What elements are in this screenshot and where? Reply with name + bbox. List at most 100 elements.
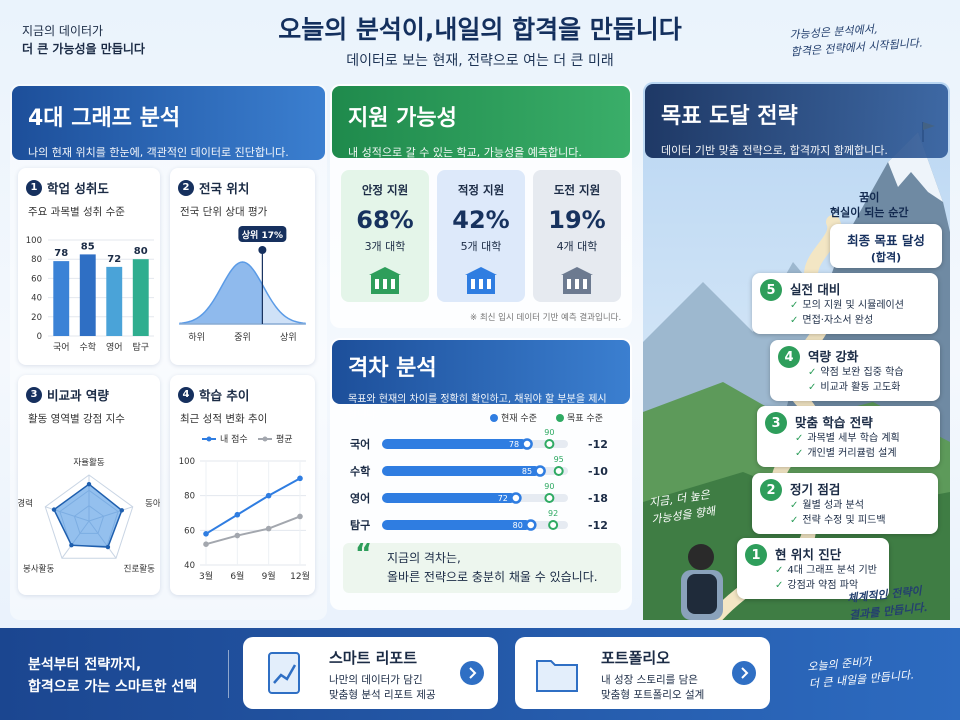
panel-subtitle: 전국 단위 상대 평가 bbox=[180, 206, 268, 218]
radar-label: 봉사활동 bbox=[23, 564, 54, 575]
step-item: 강점과 약점 파악 bbox=[775, 578, 881, 593]
section-title: 격차 분석 bbox=[348, 356, 437, 381]
y-tick-label: 100 bbox=[179, 457, 195, 467]
value-label: 85 bbox=[81, 241, 95, 252]
value-label: 78 bbox=[54, 248, 68, 259]
caption-line: 현실이 되는 순간 bbox=[830, 206, 909, 219]
admission-card: 도전 지원 19% 4개 대학 bbox=[533, 170, 621, 302]
slogan-line: 합격으로 가는 스마트한 선택 bbox=[28, 679, 198, 695]
target-point bbox=[544, 493, 555, 503]
gap-label: -12 bbox=[588, 519, 608, 532]
card-arrow[interactable] bbox=[732, 661, 756, 685]
value-label: 72 bbox=[107, 254, 121, 265]
current-point bbox=[510, 492, 522, 504]
bar bbox=[79, 254, 96, 336]
card-line: 나만의 데이터가 담긴 bbox=[329, 674, 423, 686]
card-arrow[interactable] bbox=[460, 661, 484, 685]
building-window bbox=[471, 279, 475, 289]
footer-divider bbox=[228, 650, 229, 698]
step-number: 1 bbox=[745, 544, 767, 566]
radar-chart: 자율활동동아리진로활동 봉사활동 수상경력 bbox=[18, 457, 160, 575]
series-point bbox=[297, 513, 303, 520]
card-count: 5개 대학 bbox=[460, 240, 502, 253]
current-label: 78 bbox=[509, 440, 519, 449]
legend-swatch bbox=[556, 414, 564, 422]
quote-line: 지금의 격차는, bbox=[387, 551, 461, 565]
building-window bbox=[375, 279, 379, 289]
panel-title-text: 학업 성취도 bbox=[47, 181, 109, 196]
gap-label: -12 bbox=[588, 438, 608, 451]
current-bar bbox=[382, 493, 516, 503]
legend-label: 내 점수 bbox=[220, 433, 248, 445]
card-title: 스마트 리포트 bbox=[329, 649, 418, 667]
radar-area bbox=[53, 483, 123, 548]
step-number: 4 bbox=[778, 346, 800, 368]
x-tick-label: 상위 bbox=[280, 332, 297, 343]
building-roof bbox=[369, 267, 401, 275]
current-bar bbox=[382, 520, 531, 530]
student-backpack bbox=[687, 574, 717, 614]
footer-card[interactable]: 포트폴리오 내 성장 스토리를 담은 맞춤형 포트폴리오 설계 bbox=[515, 637, 770, 709]
section-title: 4대 그래프 분석 bbox=[28, 106, 181, 131]
marker-label-box bbox=[238, 226, 287, 242]
building-window bbox=[391, 279, 395, 289]
step-box: 1 현 위치 진단4대 그래프 분석 기반강점과 약점 파악 bbox=[737, 538, 889, 599]
footer-card[interactable]: 스마트 리포트 나만의 데이터가 담긴 맞춤형 분석 리포트 제공 bbox=[243, 637, 498, 709]
arrow-chevron bbox=[469, 667, 477, 679]
card-rate: 19% bbox=[548, 206, 606, 234]
card-label: 도전 지원 bbox=[553, 183, 601, 197]
step-item: 월별 성과 분석 bbox=[790, 498, 930, 513]
x-tick-label: 하위 bbox=[188, 332, 205, 343]
x-tick-label: 탐구 bbox=[132, 341, 149, 353]
x-tick-label: 12월 bbox=[290, 570, 310, 582]
panel-title-text: 비교과 역량 bbox=[47, 388, 109, 403]
goal-caption: 꿈이 현실이 되는 순간 bbox=[830, 190, 909, 220]
card-title: 포트폴리오 bbox=[601, 649, 671, 667]
step-box: 3 맞춤 학습 전략과목별 세부 학습 계획개인별 커리큘럼 설계 bbox=[757, 406, 940, 467]
card-label: 적정 지원 bbox=[457, 183, 505, 197]
panel-title: 1 학업 성취도 bbox=[26, 178, 109, 197]
icon-doc bbox=[268, 652, 300, 694]
radar-label: 수상경력 bbox=[18, 498, 33, 509]
admission-card: 적정 지원 42% 5개 대학 bbox=[437, 170, 525, 302]
icon-line bbox=[273, 664, 297, 684]
goal-box: 최종 목표 달성 (합격) bbox=[830, 224, 942, 268]
tagline: 지금의 데이터가 더 큰 가능성을 만듭니다 bbox=[22, 22, 145, 58]
step-title: 맞춤 학습 전략 bbox=[795, 415, 873, 430]
legend-label: 현재 수준 bbox=[501, 413, 537, 424]
legend-label: 목표 수준 bbox=[567, 413, 603, 424]
x-tick-label: 3월 bbox=[199, 570, 213, 582]
building-icon bbox=[369, 267, 401, 294]
card-line: 맞춤형 포트폴리오 설계 bbox=[601, 689, 705, 701]
building-window bbox=[575, 279, 579, 289]
card-count: 3개 대학 bbox=[364, 240, 406, 253]
series-line bbox=[205, 477, 301, 535]
series-line bbox=[205, 515, 301, 546]
radar-grid bbox=[44, 474, 134, 559]
building-roof bbox=[465, 267, 497, 275]
y-tick-label: 40 bbox=[31, 294, 42, 304]
building-icon bbox=[465, 267, 497, 294]
series-point bbox=[203, 531, 209, 537]
panel-number: 1 bbox=[26, 179, 42, 196]
panel-title: 2 전국 위치 bbox=[178, 178, 249, 197]
section-description: 데이터 기반 맞춤 전략으로, 합격까지 함께합니다. bbox=[661, 144, 888, 157]
footer-slogan: 분석부터 전략까지, 합격으로 가는 스마트한 선택 bbox=[28, 654, 197, 698]
y-tick-label: 60 bbox=[184, 526, 195, 536]
marker-label: 상위 17% bbox=[242, 229, 283, 241]
step-item: 과목별 세부 학습 계획 bbox=[795, 431, 932, 446]
value-label: 80 bbox=[134, 246, 148, 257]
section-title: 지원 가능성 bbox=[348, 106, 457, 131]
y-tick-label: 80 bbox=[184, 492, 195, 502]
current-point bbox=[534, 465, 546, 477]
current-bar bbox=[382, 466, 541, 476]
radar-label: 자율활동 bbox=[73, 457, 104, 468]
analysis-header: 4대 그래프 분석 나의 현재 위치를 한눈에, 객관적인 데이터로 진단합니다… bbox=[12, 86, 325, 160]
current-point bbox=[525, 519, 537, 531]
series-point bbox=[234, 532, 241, 539]
step-title: 정기 점검 bbox=[790, 482, 841, 497]
target-label: 90 bbox=[544, 428, 554, 437]
marker-point bbox=[258, 246, 267, 254]
